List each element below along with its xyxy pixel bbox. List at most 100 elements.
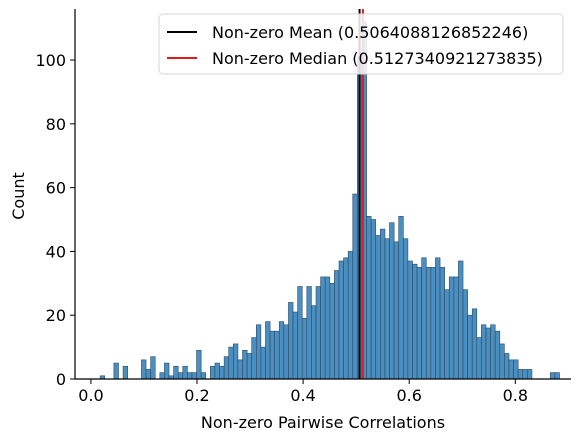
histogram-bar xyxy=(554,372,560,380)
histogram-bar xyxy=(485,327,491,380)
x-tick-label: 0.8 xyxy=(503,386,528,405)
histogram-bar xyxy=(269,330,275,380)
y-tick-label: 0 xyxy=(56,370,66,389)
histogram-bar xyxy=(182,365,188,380)
histogram-bar xyxy=(246,353,253,380)
histogram-bar xyxy=(430,267,436,380)
legend-box xyxy=(158,13,564,75)
histogram-bar xyxy=(292,311,298,380)
histogram-bar xyxy=(145,369,151,380)
histogram-bar xyxy=(113,362,119,380)
histogram-bar xyxy=(324,276,331,380)
histogram-bar xyxy=(347,251,354,380)
histogram-bar xyxy=(315,286,321,380)
histogram-bar xyxy=(343,257,349,380)
histogram-bar xyxy=(366,216,372,380)
x-axis-label: Non-zero Pairwise Correlations xyxy=(201,413,445,432)
histogram-bar xyxy=(508,359,514,380)
histogram-bar xyxy=(200,372,207,380)
histogram-bar xyxy=(306,286,312,380)
histogram-bar xyxy=(380,228,386,380)
histogram-bar xyxy=(389,222,395,380)
histogram-bar xyxy=(412,263,418,380)
histogram-bar xyxy=(196,349,202,380)
x-tick-label: 0.2 xyxy=(184,386,209,405)
histogram-bar xyxy=(527,369,533,380)
histogram-bar xyxy=(462,289,468,380)
histogram-bars xyxy=(99,21,560,380)
histogram-bar xyxy=(214,362,220,380)
histogram-bar xyxy=(421,257,427,380)
histogram-bar xyxy=(494,330,501,380)
histogram-bar xyxy=(150,356,156,380)
histogram-bar xyxy=(384,238,390,380)
histogram-bar xyxy=(393,241,400,380)
histogram-bar xyxy=(458,260,464,380)
histogram-bar xyxy=(467,314,473,380)
y-tick-label: 100 xyxy=(35,51,66,70)
histogram-bar xyxy=(522,369,528,380)
histogram-bar xyxy=(265,321,271,380)
histogram-bar xyxy=(251,337,257,380)
histogram-bar xyxy=(228,346,234,380)
histogram-bar xyxy=(471,308,478,380)
y-tick-label: 20 xyxy=(46,306,66,325)
histogram-bar xyxy=(439,267,445,380)
histogram-bar xyxy=(490,324,496,380)
x-axis-ticks: 0.0 0.2 0.4 0.6 0.8 xyxy=(78,379,528,405)
histogram-bar xyxy=(320,276,326,380)
histogram-bar xyxy=(403,238,409,380)
legend-label: Non-zero Mean (0.5064088126852246) xyxy=(212,23,528,42)
histogram-bar xyxy=(223,356,230,380)
histogram-bar xyxy=(550,372,556,380)
histogram-bar xyxy=(476,337,482,380)
histogram-bar xyxy=(301,318,308,380)
y-tick-label: 80 xyxy=(46,115,66,134)
histogram-bar xyxy=(329,283,335,380)
histogram-bar xyxy=(425,267,432,380)
histogram-bar xyxy=(260,346,266,380)
histogram-bar xyxy=(453,276,459,380)
histogram-bar xyxy=(177,372,184,380)
x-tick-label: 0.4 xyxy=(290,386,315,405)
histogram-bar xyxy=(164,362,170,380)
axes xyxy=(74,9,571,380)
histogram-bar xyxy=(288,302,294,380)
histogram-bar xyxy=(237,359,243,380)
y-axis-ticks: 0 20 40 60 80 100 xyxy=(35,51,75,389)
histogram-bar xyxy=(278,321,285,380)
histogram-bar xyxy=(122,365,128,380)
histogram-bar xyxy=(398,216,404,380)
histogram-bar xyxy=(187,372,193,380)
histogram-bar xyxy=(311,305,317,380)
legend-label: Non-zero Median (0.5127340921273835) xyxy=(212,49,543,68)
histogram-bar xyxy=(173,365,179,380)
histogram-bar xyxy=(297,286,303,380)
histogram-bar xyxy=(416,267,422,380)
histogram-bar xyxy=(283,324,289,380)
histogram-bar xyxy=(513,359,519,380)
y-tick-label: 60 xyxy=(46,179,66,198)
histogram-bar xyxy=(481,324,487,380)
histogram-bar xyxy=(210,365,216,380)
x-tick-label: 0.0 xyxy=(78,386,103,405)
histogram-bar xyxy=(233,343,239,380)
y-tick-label: 40 xyxy=(46,242,66,261)
histogram-bar xyxy=(274,330,280,380)
y-axis-label: Count xyxy=(9,172,28,220)
histogram-bar xyxy=(191,372,197,380)
histogram-bar xyxy=(242,349,248,380)
histogram-bar xyxy=(334,270,340,380)
histogram-bar xyxy=(141,359,147,380)
histogram-bar xyxy=(370,219,377,380)
histogram-bar xyxy=(159,372,165,380)
x-tick-label: 0.6 xyxy=(396,386,421,405)
histogram-bar xyxy=(255,324,262,380)
histogram-bar xyxy=(499,343,505,380)
histogram-bar xyxy=(444,289,450,380)
histogram-bar xyxy=(219,365,225,380)
legend: Non-zero Mean (0.5064088126852246) Non-ze… xyxy=(158,13,564,75)
histogram-bar xyxy=(375,235,381,380)
histogram-bar xyxy=(352,193,358,380)
